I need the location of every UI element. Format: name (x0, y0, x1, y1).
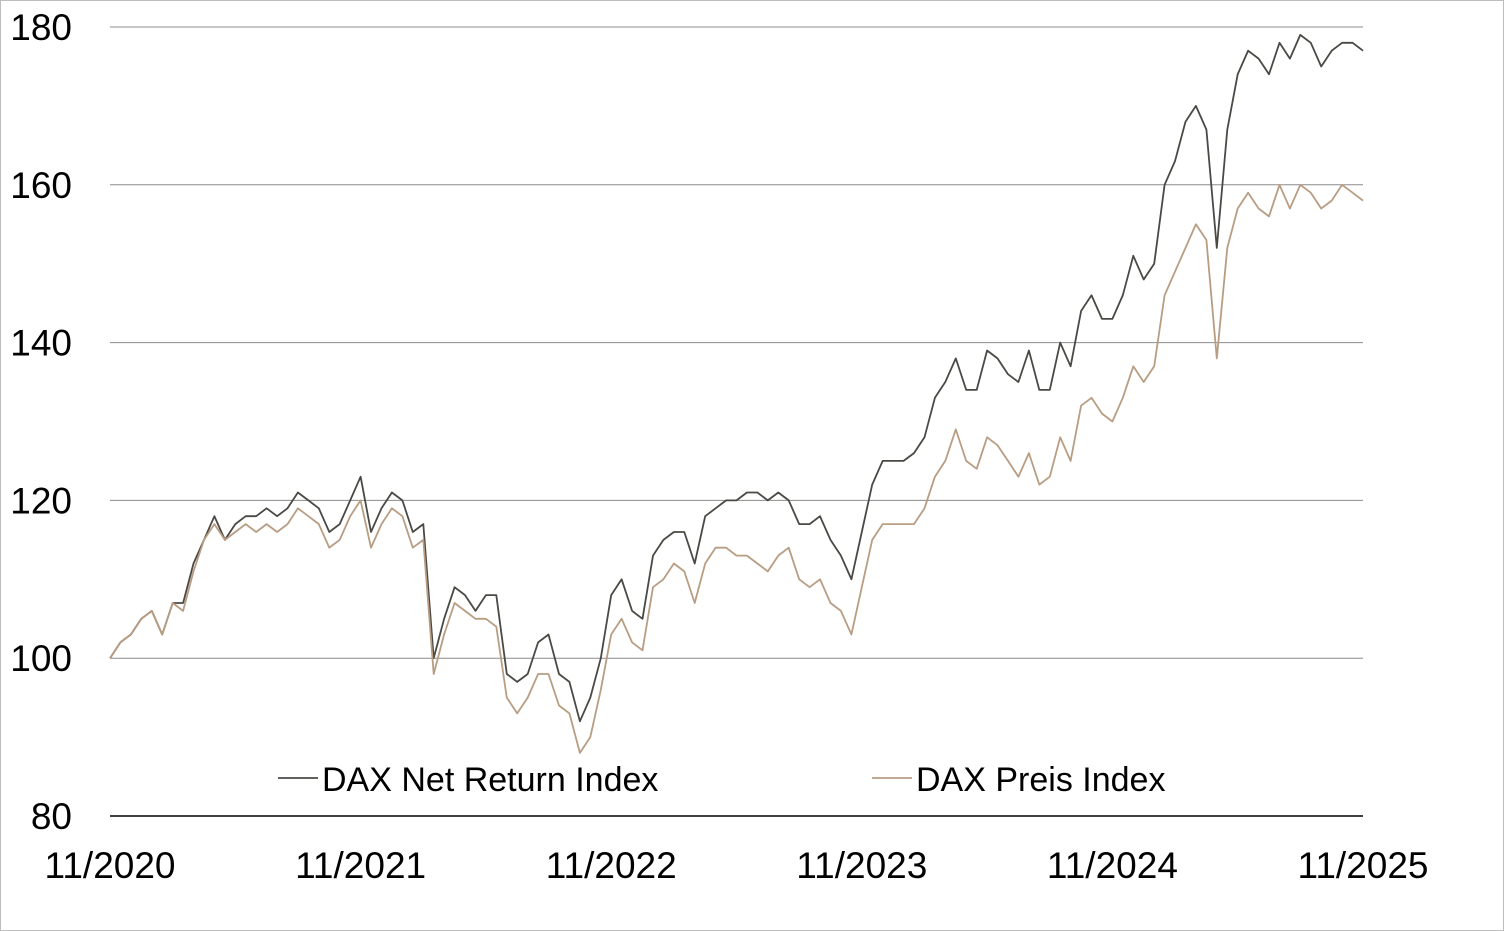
legend-label-net-return: DAX Net Return Index (322, 761, 658, 799)
y-tick-label: 140 (10, 323, 72, 364)
x-tick-label: 11/2021 (295, 845, 426, 886)
x-tick-label: 11/2023 (796, 845, 927, 886)
y-tick-label: 80 (31, 796, 72, 837)
x-tick-label: 11/2020 (45, 845, 176, 886)
x-tick-label: 11/2022 (546, 845, 677, 886)
x-tick-label: 11/2024 (1047, 845, 1178, 886)
y-tick-label: 100 (10, 638, 72, 679)
legend-label-preis: DAX Preis Index (916, 761, 1165, 799)
y-tick-label: 180 (10, 7, 72, 48)
y-tick-label: 160 (10, 165, 72, 206)
y-tick-label: 120 (10, 480, 72, 521)
series-line-net-return (109, 34, 1364, 723)
series-line-preis (109, 183, 1364, 754)
x-tick-label: 11/2025 (1298, 845, 1429, 886)
